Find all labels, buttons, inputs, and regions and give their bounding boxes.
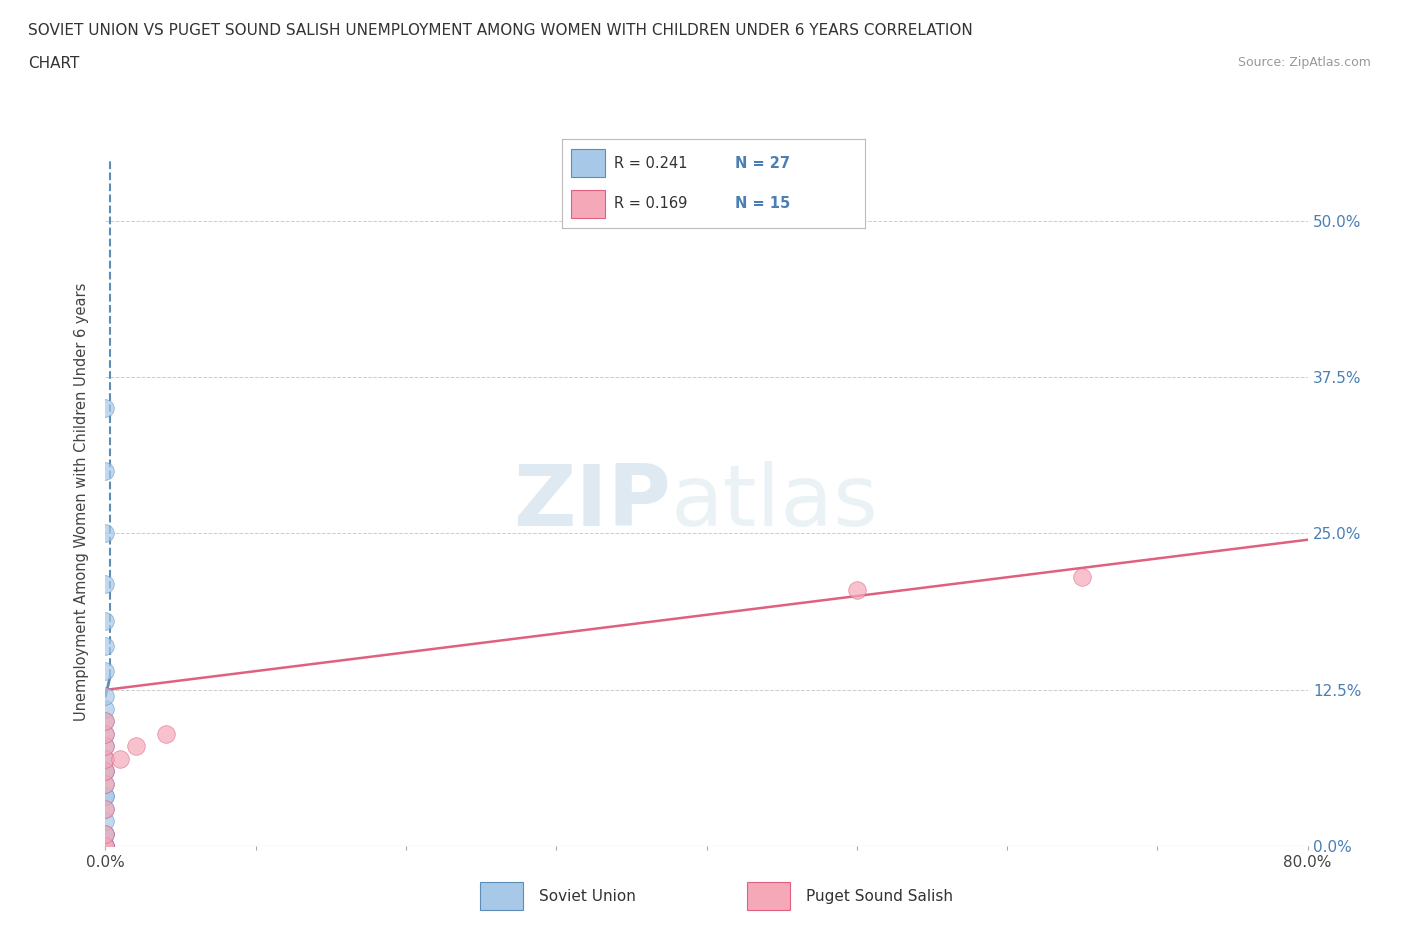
Point [94,764,117,778]
Point [94,639,117,654]
Point [124,738,146,753]
Point [94,751,117,766]
Text: SOVIET UNION VS PUGET SOUND SALISH UNEMPLOYMENT AMONG WOMEN WITH CHILDREN UNDER : SOVIET UNION VS PUGET SOUND SALISH UNEMP… [28,23,973,38]
Point [94,701,117,716]
Point [94,764,117,778]
Point [94,839,117,854]
Point [94,713,117,728]
Point [94,689,117,704]
Point [94,777,117,791]
Point [94,839,117,854]
Text: ZIP: ZIP [513,460,671,544]
Point [94,664,117,679]
FancyBboxPatch shape [479,883,523,910]
Text: Source: ZipAtlas.com: Source: ZipAtlas.com [1237,56,1371,69]
Point [94,839,117,854]
Point [110,751,132,766]
FancyBboxPatch shape [747,883,790,910]
Point [94,614,117,629]
Text: R = 0.241: R = 0.241 [614,156,688,171]
Text: N = 15: N = 15 [735,196,790,211]
Point [94,814,117,829]
Y-axis label: Unemployment Among Women with Children Under 6 years: Unemployment Among Women with Children U… [75,283,90,722]
Point [94,839,117,854]
FancyBboxPatch shape [571,190,605,219]
Point [94,726,117,741]
Point [94,789,117,804]
Point [94,777,117,791]
Text: Soviet Union: Soviet Union [538,889,636,904]
Text: R = 0.169: R = 0.169 [614,196,688,211]
Point [94,738,117,753]
FancyBboxPatch shape [571,149,605,178]
Text: CHART: CHART [28,56,80,71]
Point [94,751,117,766]
Point [94,827,117,842]
Point [94,839,117,854]
Point [94,463,117,478]
Point [94,764,117,778]
Text: Puget Sound Salish: Puget Sound Salish [806,889,953,904]
Point [94,802,117,817]
Point [94,827,117,842]
Point [94,576,117,591]
Point [94,827,117,842]
Point [845,582,868,597]
Point [94,526,117,541]
Text: N = 27: N = 27 [735,156,790,171]
Point [155,726,177,741]
Point [94,713,117,728]
Point [94,789,117,804]
Point [94,839,117,854]
Point [94,726,117,741]
Point [94,802,117,817]
Point [1071,570,1094,585]
Point [94,839,117,854]
Point [94,401,117,416]
Text: atlas: atlas [671,460,879,544]
Point [94,738,117,753]
